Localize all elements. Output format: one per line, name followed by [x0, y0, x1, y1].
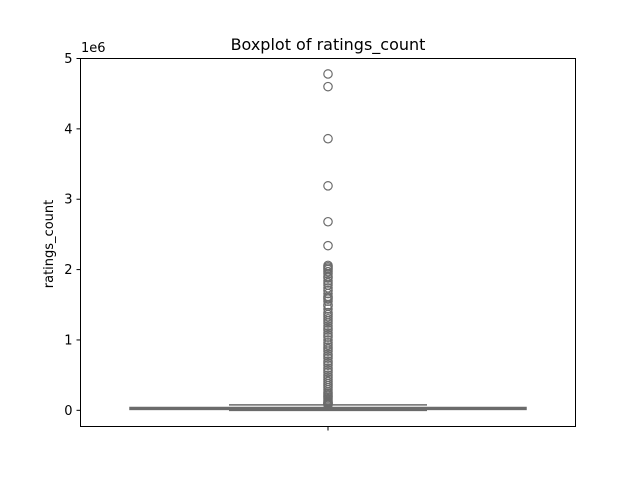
y-tick-label: 3 — [64, 193, 72, 208]
outlier-point — [323, 325, 333, 335]
outlier-point — [323, 133, 333, 144]
outlier-point — [323, 69, 333, 79]
outlier-point — [323, 353, 333, 364]
outlier-point — [323, 360, 333, 371]
outlier-point — [323, 181, 333, 191]
outlier-point — [323, 304, 333, 314]
outlier-point — [323, 288, 333, 299]
outlier-point — [323, 240, 333, 251]
outlier-point — [323, 273, 333, 283]
outlier-point — [323, 335, 333, 345]
y-tick-label: 0 — [64, 404, 72, 419]
y-axis-label: ratings_count — [42, 200, 57, 288]
y-tick-label: 5 — [64, 52, 72, 67]
y-tick-label: 2 — [64, 263, 72, 278]
outlier-point — [323, 216, 333, 227]
outlier-point — [323, 346, 333, 357]
outlier-point — [323, 367, 333, 378]
y-tick-label: 1 — [64, 333, 72, 348]
y-tick-label: 4 — [64, 122, 72, 137]
outlier-point — [323, 332, 333, 342]
plot-marks — [129, 69, 527, 412]
outlier-point — [323, 399, 333, 410]
outlier-point — [323, 296, 333, 307]
y-offset-label: 1e6 — [81, 41, 106, 56]
y-axis: 0 1 2 3 4 5 — [64, 52, 81, 419]
outlier-point — [323, 81, 333, 92]
outlier-point — [323, 269, 333, 279]
chart-title: Boxplot of ratings_count — [231, 35, 426, 55]
outlier-point — [323, 318, 333, 328]
